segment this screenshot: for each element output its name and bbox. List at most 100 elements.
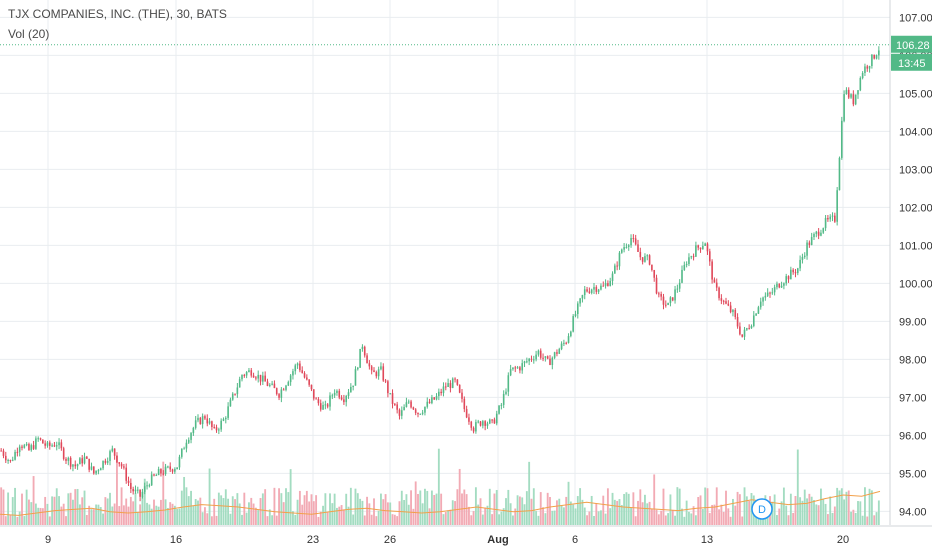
candle-body xyxy=(785,276,788,284)
volume-bar xyxy=(671,510,674,525)
volume-bar xyxy=(206,513,209,525)
candle-body xyxy=(83,456,86,464)
candle-body xyxy=(153,474,155,476)
volume-bar xyxy=(294,514,297,525)
volume-bar xyxy=(572,504,575,525)
candle-body xyxy=(414,409,417,413)
candle-body xyxy=(808,242,811,245)
volume-bar xyxy=(60,506,63,525)
volume-bar xyxy=(271,515,274,525)
candle-body xyxy=(106,460,109,463)
candle-body xyxy=(308,379,310,385)
volume-bar xyxy=(37,507,40,525)
volume-bar xyxy=(808,493,811,525)
candle-body xyxy=(486,423,489,426)
volume-bar xyxy=(336,507,338,525)
candle-body xyxy=(706,243,709,252)
candle-body xyxy=(451,378,454,388)
candle-body xyxy=(224,417,227,420)
candle-body xyxy=(549,358,551,365)
candle-body xyxy=(157,469,160,476)
candle-body xyxy=(868,66,871,69)
volume-bar xyxy=(606,488,609,525)
volume-bar xyxy=(725,490,727,525)
candle-body xyxy=(227,406,229,418)
candle-body xyxy=(658,293,660,295)
volume-bar xyxy=(518,496,521,525)
candle-body xyxy=(236,387,239,395)
candle-body xyxy=(743,329,746,337)
volume-bar xyxy=(507,489,510,525)
candle-body xyxy=(350,386,352,393)
candle-body xyxy=(169,466,172,470)
candle-body xyxy=(727,303,730,306)
candle-body xyxy=(164,466,167,475)
volume-bar xyxy=(613,499,616,525)
volume-bar xyxy=(76,488,79,525)
candle-body xyxy=(194,420,197,428)
volume-bar xyxy=(850,511,852,525)
candle-body xyxy=(530,358,533,360)
candle-body xyxy=(0,450,2,452)
volume-bar xyxy=(88,505,91,525)
volume-bar xyxy=(180,490,183,525)
candle-body xyxy=(556,352,558,354)
candle-body xyxy=(799,259,801,269)
candle-body xyxy=(713,279,716,283)
volume-bar xyxy=(287,492,290,525)
candle-body xyxy=(516,367,519,369)
volume-bar xyxy=(523,504,526,525)
candle-body xyxy=(535,354,537,360)
volume-bar xyxy=(803,489,806,525)
candle-body xyxy=(259,374,262,382)
volume-bar xyxy=(530,498,533,525)
volume-bar xyxy=(558,498,561,525)
volume-bar xyxy=(528,461,531,525)
candle-body xyxy=(495,413,498,424)
dividend-marker-icon[interactable] xyxy=(751,498,773,520)
candle-body xyxy=(560,343,563,350)
volume-bar xyxy=(197,500,199,525)
candle-body xyxy=(113,448,116,456)
candle-body xyxy=(850,94,852,98)
volume-bar xyxy=(688,511,690,525)
candle-body xyxy=(340,397,343,400)
candle-body xyxy=(597,289,600,292)
volume-bar xyxy=(292,511,294,525)
volume-bar xyxy=(708,513,711,525)
candle-body xyxy=(519,367,521,371)
candle-body xyxy=(773,287,776,293)
volume-bar xyxy=(317,516,320,525)
candle-body xyxy=(618,252,621,267)
candle-body xyxy=(840,120,843,158)
volume-bar xyxy=(736,491,739,525)
volume-bar xyxy=(85,515,88,525)
candle-body xyxy=(875,55,878,59)
candle-body xyxy=(21,446,23,448)
volume-bar xyxy=(426,490,429,525)
volume-bar xyxy=(72,499,74,525)
volume-bar xyxy=(544,513,547,525)
candle-body xyxy=(345,395,348,403)
candle-body xyxy=(134,489,137,492)
candle-body xyxy=(616,265,618,267)
volume-bar xyxy=(532,488,535,525)
price-tick-label: 95.00 xyxy=(899,468,927,480)
candle-body xyxy=(750,325,753,329)
volume-bar xyxy=(847,490,850,525)
candle-body xyxy=(190,433,192,440)
candle-body xyxy=(783,283,785,286)
candle-body xyxy=(769,292,771,294)
candle-body xyxy=(42,439,44,444)
volume-bar xyxy=(319,511,322,525)
volume-bar xyxy=(681,508,683,525)
candle-body xyxy=(333,392,336,396)
candle-body xyxy=(289,375,292,383)
volume-bar xyxy=(843,499,846,525)
volume-bar xyxy=(113,503,116,525)
candle-body xyxy=(266,381,269,386)
candle-body xyxy=(199,417,202,425)
candle-body xyxy=(287,382,290,386)
